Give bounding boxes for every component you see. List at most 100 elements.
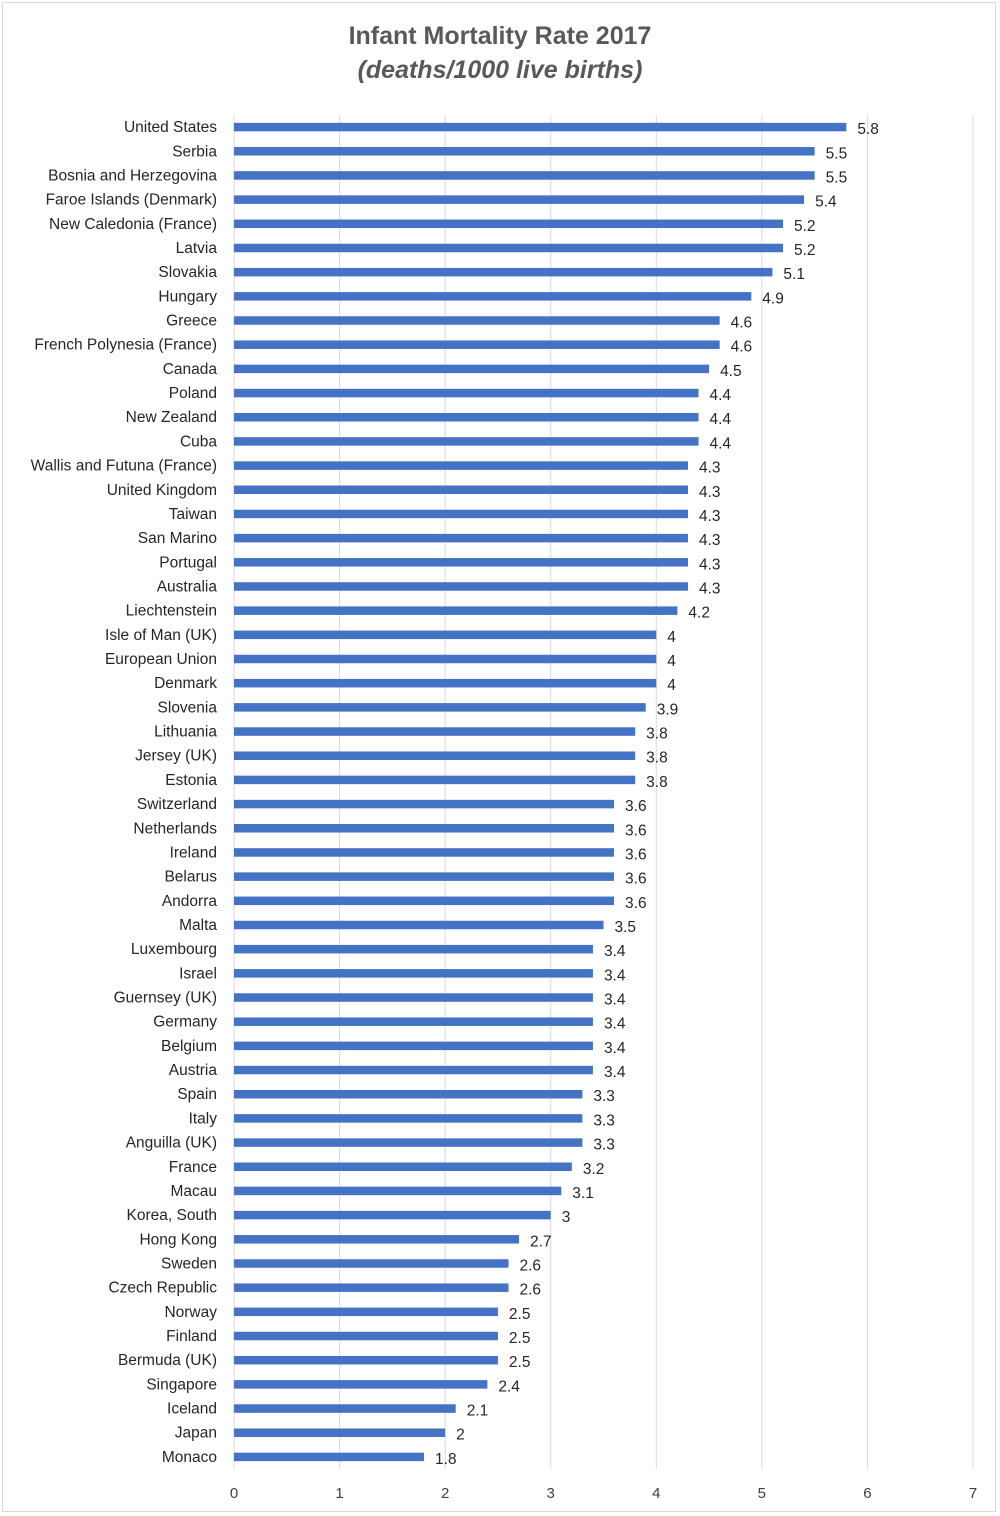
value-label: 5.8 bbox=[857, 121, 879, 138]
bar bbox=[234, 1114, 583, 1123]
category-label: Denmark bbox=[154, 675, 217, 692]
bar bbox=[234, 872, 615, 881]
category-label: Ireland bbox=[170, 844, 217, 861]
category-label: Jersey (UK) bbox=[135, 748, 217, 765]
bar bbox=[234, 1307, 498, 1317]
x-axis-ticks: 0 1 2 3 4 5 6 7 bbox=[230, 1485, 977, 1502]
value-label: 3.1 bbox=[572, 1185, 594, 1202]
category-label: Netherlands bbox=[133, 820, 217, 837]
category-label: United States bbox=[124, 119, 217, 136]
category-label: Czech Republic bbox=[108, 1280, 217, 1297]
category-label: Portugal bbox=[159, 554, 217, 571]
value-label: 2.6 bbox=[519, 1257, 541, 1274]
category-label: Macau bbox=[170, 1183, 217, 1200]
category-label: Switzerland bbox=[137, 796, 217, 813]
value-label: 3.3 bbox=[593, 1112, 615, 1129]
category-label: Singapore bbox=[146, 1376, 217, 1393]
value-label: 3 bbox=[562, 1209, 571, 1226]
category-label: Malta bbox=[179, 917, 217, 934]
bar bbox=[234, 1186, 562, 1196]
category-label: New Zealand bbox=[126, 409, 217, 426]
value-label: 5.2 bbox=[794, 218, 816, 235]
value-label: 2 bbox=[456, 1427, 465, 1444]
bar bbox=[234, 485, 688, 495]
value-label: 4.3 bbox=[699, 580, 721, 597]
category-label: Guernsey (UK) bbox=[114, 990, 217, 1007]
bar bbox=[234, 267, 773, 277]
bars bbox=[234, 122, 847, 1462]
category-label: Japan bbox=[175, 1425, 217, 1442]
value-label: 4 bbox=[667, 677, 676, 694]
x-tick-label: 0 bbox=[230, 1485, 238, 1502]
category-label: Faroe Islands (Denmark) bbox=[46, 192, 217, 209]
bar bbox=[234, 944, 593, 954]
chart-subtitle: (deaths/1000 live births) bbox=[357, 56, 643, 84]
value-label: 3.3 bbox=[593, 1088, 615, 1105]
value-label: 3.4 bbox=[604, 967, 626, 984]
bar bbox=[234, 412, 699, 422]
value-label: 3.5 bbox=[615, 919, 637, 936]
category-label: New Caledonia (France) bbox=[49, 216, 217, 233]
category-label: Slovakia bbox=[158, 264, 217, 281]
value-label: 3.6 bbox=[625, 895, 647, 912]
value-label: 3.6 bbox=[625, 871, 647, 888]
category-label: Finland bbox=[166, 1328, 217, 1345]
bar bbox=[234, 219, 783, 229]
category-label: Hungary bbox=[158, 288, 217, 305]
category-label: Isle of Man (UK) bbox=[105, 627, 217, 644]
bar bbox=[234, 775, 636, 785]
bar bbox=[234, 243, 783, 253]
bar bbox=[234, 195, 805, 204]
category-label: Belgium bbox=[161, 1038, 217, 1055]
bar bbox=[234, 1404, 456, 1413]
bar bbox=[234, 703, 646, 712]
category-label: Iceland bbox=[167, 1401, 217, 1418]
category-label: Anguilla (UK) bbox=[126, 1135, 217, 1152]
category-label: Serbia bbox=[172, 143, 217, 160]
category-label: European Union bbox=[105, 651, 217, 668]
value-label: 2.5 bbox=[509, 1354, 531, 1371]
value-label: 1.8 bbox=[435, 1451, 457, 1468]
bar bbox=[234, 969, 593, 978]
value-label: 3.8 bbox=[646, 750, 668, 767]
value-label: 4.4 bbox=[710, 435, 732, 452]
bar bbox=[234, 364, 710, 374]
category-label: Austria bbox=[169, 1062, 218, 1079]
value-label: 5.5 bbox=[826, 145, 848, 162]
value-label: 2.5 bbox=[509, 1330, 531, 1347]
value-label: 4.3 bbox=[699, 484, 721, 501]
category-label: Spain bbox=[177, 1086, 217, 1103]
bar bbox=[234, 824, 615, 833]
value-label: 4.3 bbox=[699, 532, 721, 549]
category-label: Greece bbox=[166, 313, 217, 330]
value-label: 4.2 bbox=[688, 605, 710, 622]
x-tick-label: 1 bbox=[335, 1485, 343, 1502]
bar bbox=[234, 1283, 509, 1292]
bar bbox=[234, 848, 615, 857]
bar bbox=[234, 437, 699, 446]
category-label: San Marino bbox=[138, 530, 217, 547]
category-label: Italy bbox=[189, 1110, 218, 1127]
category-labels: United States Serbia Bosnia and Herzegovin… bbox=[31, 119, 218, 1466]
category-label: Korea, South bbox=[127, 1207, 217, 1224]
bar bbox=[234, 1210, 551, 1220]
category-label: Slovenia bbox=[158, 699, 218, 716]
category-label: Wallis and Futuna (France) bbox=[31, 458, 217, 475]
category-label: Canada bbox=[163, 361, 218, 378]
category-label: Lithuania bbox=[154, 724, 217, 741]
value-label: 4.5 bbox=[720, 363, 742, 380]
x-tick-label: 5 bbox=[758, 1485, 766, 1502]
bar bbox=[234, 993, 593, 1002]
category-label: Cuba bbox=[180, 433, 217, 450]
value-label: 3.6 bbox=[625, 846, 647, 863]
category-label: Israel bbox=[179, 965, 217, 982]
bar bbox=[234, 727, 636, 736]
value-label: 3.8 bbox=[646, 774, 668, 791]
value-label: 3.4 bbox=[604, 1040, 626, 1057]
bar bbox=[234, 1259, 509, 1268]
value-label: 2.6 bbox=[519, 1282, 541, 1299]
category-label: Liechtenstein bbox=[126, 603, 217, 620]
bar bbox=[234, 678, 657, 688]
value-label: 3.9 bbox=[657, 701, 679, 718]
value-label: 3.2 bbox=[583, 1161, 605, 1178]
